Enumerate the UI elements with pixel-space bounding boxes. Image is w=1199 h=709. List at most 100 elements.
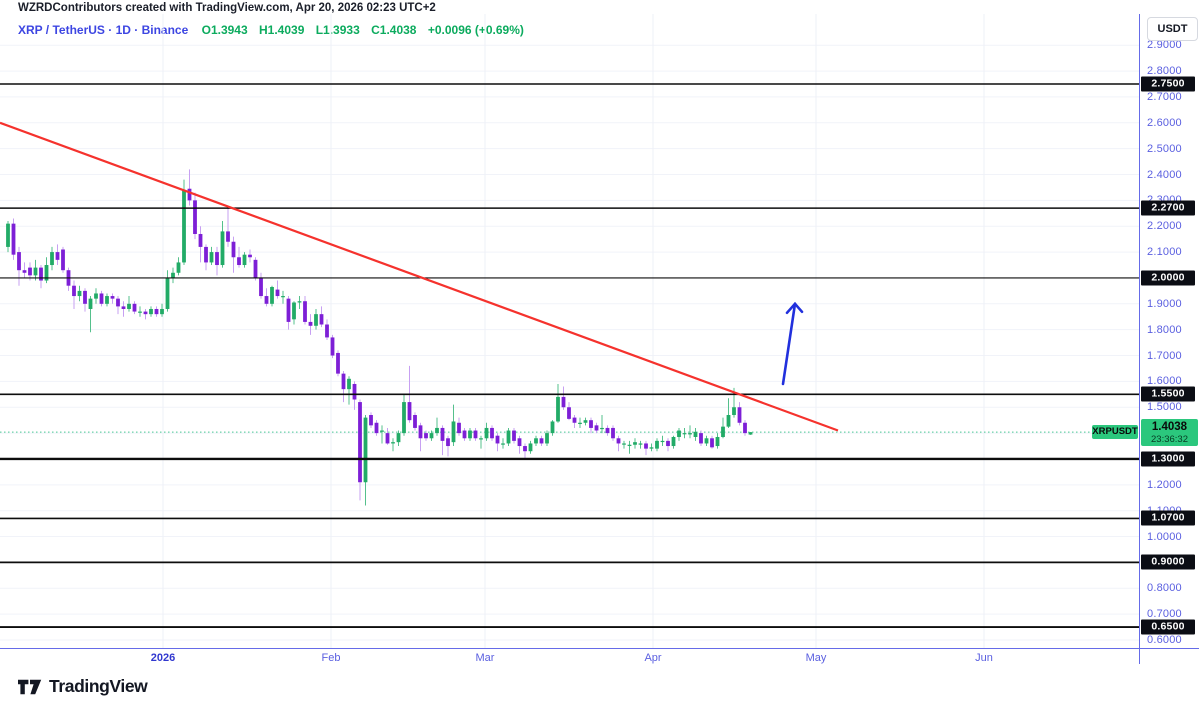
currency-unit-button[interactable]: USDT: [1147, 17, 1198, 41]
candle: [121, 306, 126, 309]
level-price-badge: 2.7500: [1141, 76, 1195, 92]
candle: [534, 438, 538, 444]
candle: [204, 246, 208, 263]
candle: [561, 396, 566, 408]
candle: [127, 303, 131, 309]
price-tick-label: 1.2000: [1147, 478, 1182, 491]
candle: [6, 223, 10, 247]
candle: [523, 446, 527, 452]
price-tick-label: 1.7000: [1147, 349, 1182, 362]
candle: [237, 257, 241, 266]
price-tick-label: 2.9000: [1147, 39, 1182, 52]
candle: [116, 298, 120, 307]
level-price-badge: 2.0000: [1141, 270, 1195, 286]
price-tick-label: 1.9000: [1147, 297, 1182, 310]
tradingview-logo-text: TradingView: [49, 676, 148, 696]
candle: [165, 277, 170, 309]
candle: [682, 433, 687, 435]
candle: [72, 285, 76, 297]
candle: [275, 289, 280, 297]
legend-change: +0.0096 (+0.69%): [427, 23, 524, 37]
candle: [374, 422, 379, 434]
candle: [660, 440, 665, 443]
candle: [484, 427, 489, 439]
level-price-badge: 1.0700: [1141, 510, 1195, 526]
time-tick-label: Feb: [321, 652, 341, 664]
candle: [528, 443, 533, 452]
tradingview-logo-icon: [18, 679, 42, 694]
candle: [88, 298, 93, 309]
candle: [253, 259, 258, 278]
price-tick-label: 2.5000: [1147, 142, 1182, 155]
up-arrow: [781, 302, 797, 386]
candle: [402, 402, 406, 434]
candle: [490, 427, 494, 439]
time-axis-scale[interactable]: 2026 Feb Mar Apr May Jun: [0, 648, 1199, 670]
candle: [600, 427, 604, 430]
candle: [638, 443, 643, 445]
candle: [627, 444, 632, 446]
time-tick-label: Mar: [475, 652, 495, 664]
candle: [605, 427, 610, 434]
chart-legend: XRP / TetherUS · 1D · Binance O1.3943 H1…: [18, 23, 532, 37]
candle: [341, 373, 346, 390]
candle: [363, 417, 368, 483]
candle: [132, 303, 137, 312]
price-tick-label: 2.1000: [1147, 246, 1182, 259]
candle: [495, 435, 500, 444]
candle: [209, 252, 214, 263]
candle: [457, 422, 461, 434]
candle: [743, 422, 747, 434]
candle: [28, 267, 32, 276]
legend-high: H1.4039: [259, 23, 305, 37]
candle: [429, 433, 434, 439]
candle: [308, 321, 313, 326]
last-price-badge: 1.4038 23:36:32: [1141, 419, 1198, 447]
last-price-value: 1.4038: [1151, 421, 1188, 434]
candle: [264, 296, 269, 304]
price-tick-label: 1.6000: [1147, 375, 1182, 388]
candle: [55, 252, 60, 260]
candle: [440, 427, 445, 441]
candle: [99, 293, 104, 304]
candle: [226, 231, 230, 242]
candle: [248, 254, 252, 258]
level-price-badge: 1.3000: [1141, 451, 1195, 467]
candle: [451, 421, 456, 443]
up-arrow-head: [785, 301, 804, 315]
candle: [715, 436, 720, 447]
candle: [567, 407, 571, 419]
candle: [671, 436, 676, 447]
candle: [578, 422, 582, 424]
candle: [94, 293, 98, 299]
price-axis-scale[interactable]: 2.90002.80002.70002.60002.50002.40002.30…: [1139, 0, 1199, 648]
attribution-text: WZRDContributors created with TradingVie…: [18, 2, 436, 14]
candle: [50, 252, 54, 266]
candle: [418, 425, 423, 439]
candle: [611, 427, 615, 439]
candle: [655, 440, 659, 449]
candle: [704, 438, 709, 444]
candle: [369, 415, 373, 426]
candle: [693, 431, 698, 437]
candle: [33, 267, 38, 276]
candle: [352, 383, 357, 400]
tradingview-logo[interactable]: TradingView: [18, 676, 148, 697]
candle: [110, 296, 115, 299]
price-tick-label: 0.7000: [1147, 608, 1182, 621]
candle: [396, 433, 401, 443]
candle: [622, 443, 626, 445]
candle: [154, 308, 159, 315]
level-price-badge: 0.6500: [1141, 619, 1195, 635]
time-tick-label: Apr: [644, 652, 662, 664]
time-tick-label: May: [805, 652, 827, 664]
level-price-badge: 2.2700: [1141, 200, 1195, 216]
candle: [220, 231, 225, 266]
candle: [176, 262, 181, 273]
price-tick-label: 2.4000: [1147, 168, 1182, 181]
candle: [407, 402, 412, 421]
candle: [446, 438, 450, 447]
candle: [105, 296, 109, 304]
candle: [325, 324, 329, 338]
